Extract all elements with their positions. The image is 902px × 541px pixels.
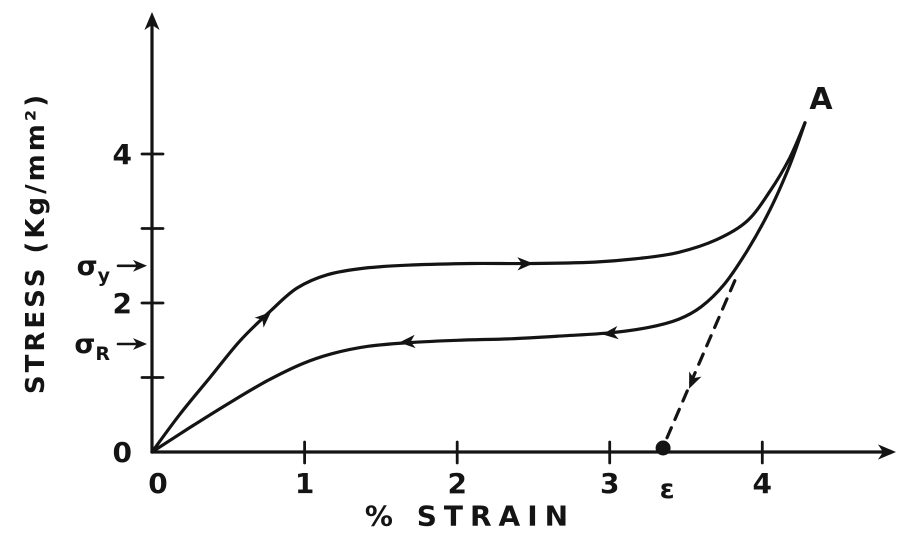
direction-arrow-elastic-recovery [689, 371, 702, 389]
origin-label-x: 0 [148, 467, 167, 500]
y-axis-title: STRESS (Kg/mm²) [21, 91, 51, 395]
sigma-r-label: σR [74, 329, 110, 365]
sigma-y-label: σy [77, 251, 111, 287]
x-axis-title: % STRAIN [364, 499, 576, 533]
x-axis-arrowhead [878, 444, 896, 460]
loading-curve [150, 121, 807, 454]
elastic-recovery-curve [661, 279, 737, 449]
x-tick-label: 1 [295, 467, 314, 500]
sigma-r-arrowhead [133, 338, 147, 350]
y-axis-arrowhead [144, 12, 160, 30]
y-tick-label: 4 [113, 138, 132, 171]
sigma-y-arrowhead [133, 259, 147, 272]
y-tick-label: 2 [113, 287, 132, 320]
direction-arrow-loading [517, 257, 534, 271]
x-tick-label: 3 [600, 467, 619, 500]
x-tick-label: 4 [753, 467, 772, 500]
epsilon-label: ε [660, 474, 675, 505]
direction-arrow-unloading [399, 334, 416, 349]
direction-arrow-unloading [602, 325, 619, 340]
direction-arrow-loading [254, 312, 271, 328]
residual-strain-dot [655, 440, 671, 456]
unloading-curve [150, 121, 807, 454]
point-a-label: A [809, 82, 833, 117]
origin-label-y: 0 [113, 436, 132, 469]
x-tick-label: 2 [447, 467, 466, 500]
